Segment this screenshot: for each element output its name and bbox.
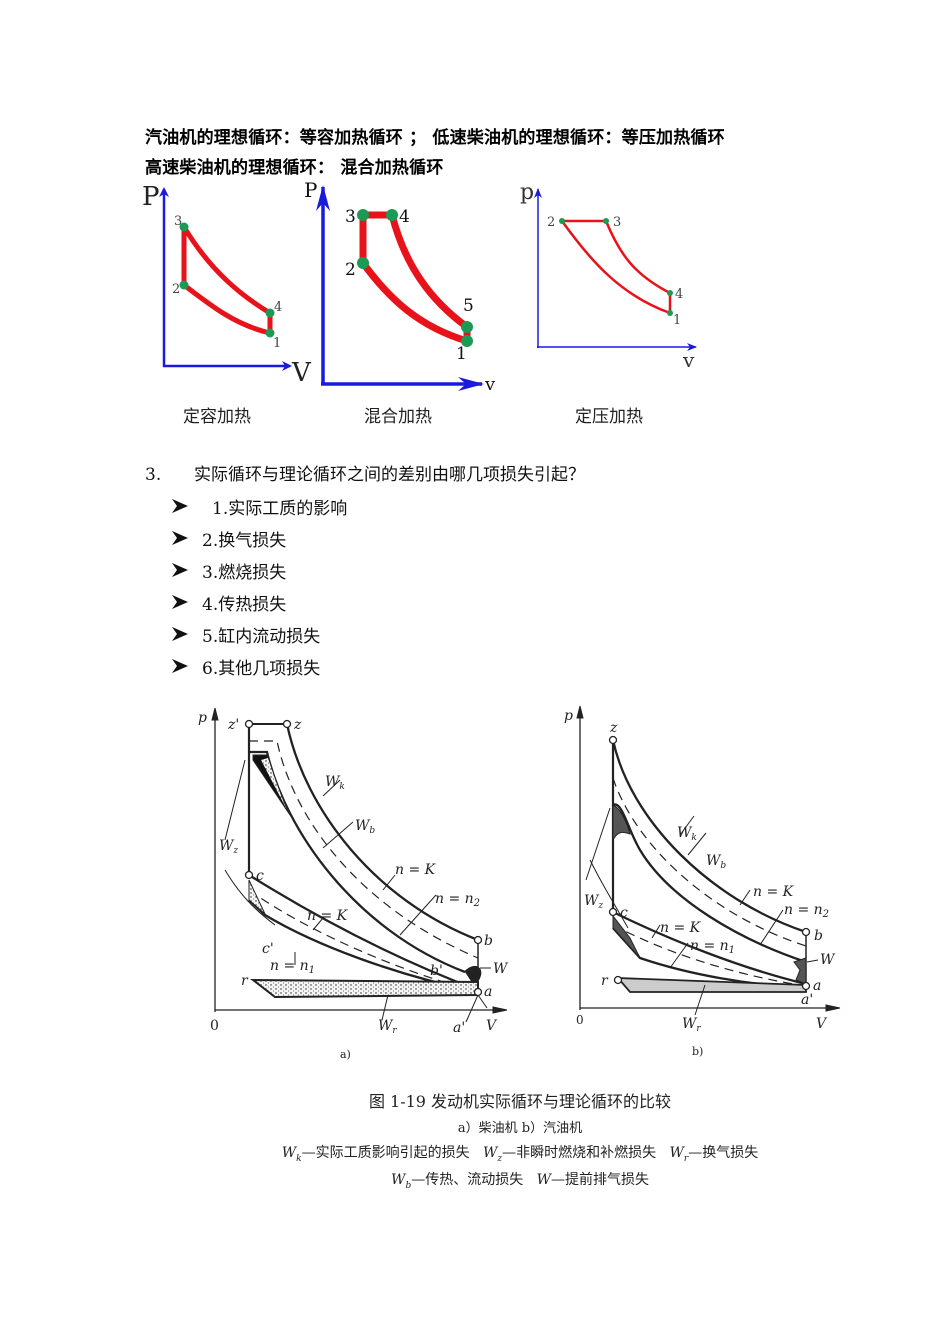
pv-diagram-constant-volume: P V 3 2 4 1 <box>142 182 312 388</box>
label-n-n2: n = n2 <box>435 891 480 909</box>
label-wk: Wk <box>325 774 345 792</box>
axes <box>316 185 484 391</box>
point-label-4: 4 <box>274 300 282 315</box>
label-n-k-upper: n = K <box>753 884 795 900</box>
origin-label: 0 <box>576 1013 584 1027</box>
figure-legend-line-1: Wk—实际工质影响引起的损失 Wz—非瞬时燃烧和补燃损失 Wr—换气损失 <box>281 1145 759 1164</box>
point-label-a-prime: a' <box>801 992 813 1008</box>
axis-label-v: V <box>486 1018 498 1034</box>
panel-label-a: a) <box>340 1048 351 1061</box>
point-label-1: 1 <box>673 313 681 328</box>
origin-label: 0 <box>210 1018 219 1034</box>
point-label-4: 4 <box>675 287 683 302</box>
axis-label-v: V <box>816 1016 828 1032</box>
point-label-2: 2 <box>345 260 356 280</box>
figure-panel-b-gasoline: p z c b a a' r 0 V Wk Wb Wz n = K n = n2… <box>564 705 841 1058</box>
label-n-k-lower: n = K <box>660 920 702 936</box>
axis-label-v: v <box>484 374 496 395</box>
label-n-n1: n = n1 <box>690 938 735 956</box>
axis-label-p: p <box>198 710 207 726</box>
pv-diagram-mixed: P v 3 4 2 5 1 <box>304 178 496 395</box>
cycle-path <box>359 211 471 345</box>
axis-label-v: v <box>682 348 695 372</box>
cycle-points <box>179 222 275 338</box>
point-label-3: 3 <box>345 207 356 227</box>
question-number: 3. <box>145 465 162 485</box>
label-wb: Wb <box>706 853 726 871</box>
axis-label-p: P <box>304 178 317 202</box>
arrowhead-bullet-icon <box>172 563 188 577</box>
list-item: 3.燃烧损失 <box>172 554 347 586</box>
point-label-a: a <box>813 978 821 994</box>
point-label-2: 2 <box>172 282 180 297</box>
label-wk: Wk <box>677 825 697 843</box>
arrowhead-bullet-icon <box>172 659 188 673</box>
label-wb: Wb <box>355 818 375 836</box>
caption-constant-pressure: 定压加热 <box>575 407 643 427</box>
label-wr: Wr <box>682 1016 701 1034</box>
point-label-c: c <box>256 868 264 884</box>
arrowhead-bullet-icon <box>172 499 188 513</box>
point-label-r: r <box>601 973 609 989</box>
point-label-b: b <box>814 928 823 944</box>
point-label-z: z <box>609 720 618 736</box>
point-label-c: c <box>620 905 628 921</box>
point-label-1: 1 <box>456 344 467 364</box>
axis-label-p: p <box>564 708 573 724</box>
point-label-5: 5 <box>463 296 474 316</box>
axes <box>534 188 697 351</box>
list-item: 2.换气损失 <box>172 522 347 554</box>
loss-list: 1.实际工质的影响 2.换气损失 3.燃烧损失 4.传热损失 5.缸内流动损失 … <box>172 490 347 682</box>
figure-title: 图 1-19 发动机实际循环与理论循环的比较 <box>368 1092 672 1111</box>
list-item: 6.其他几项损失 <box>172 650 347 682</box>
arrowhead-bullet-icon <box>172 595 188 609</box>
point-label-b: b <box>484 933 493 949</box>
point-label-4: 4 <box>399 207 410 227</box>
axis-label-p: P <box>142 182 160 212</box>
label-wz: Wz <box>219 838 238 856</box>
panel-label-b: b) <box>692 1045 703 1058</box>
point-label-1: 1 <box>273 336 281 351</box>
label-n-n1: n = n1 <box>270 958 315 976</box>
pv-diagram-constant-pressure: p v 2 3 4 1 <box>520 180 697 372</box>
label-w: W <box>820 952 836 968</box>
point-label-3: 3 <box>174 214 182 229</box>
point-label-2: 2 <box>547 215 555 230</box>
caption-mixed: 混合加热 <box>364 407 432 427</box>
cycle-points <box>559 218 673 316</box>
point-label-z: z <box>293 717 302 733</box>
label-n-k-upper: n = K <box>395 862 437 878</box>
figure-legend-line-2: Wb—传热、流动损失 W—提前排气损失 <box>391 1172 649 1191</box>
label-n-k-lower: n = K <box>307 908 349 924</box>
list-item: 4.传热损失 <box>172 586 347 618</box>
question-text: 实际循环与理论循环之间的差别由哪几项损失引起？ <box>194 465 586 485</box>
point-label-r: r <box>241 973 249 989</box>
cycle-path <box>560 219 672 315</box>
cycle-path <box>181 224 273 336</box>
axis-label-v: V <box>291 358 312 388</box>
caption-constant-volume: 定容加热 <box>183 407 251 427</box>
label-w: W <box>493 961 509 977</box>
point-label-a: a <box>484 984 492 1000</box>
question-3: 3. 实际循环与理论循环之间的差别由哪几项损失引起？ <box>145 460 585 485</box>
header-line-2: 高速柴油机的理想循环： 混合加热循环 <box>145 158 444 178</box>
cycle-points <box>357 209 473 347</box>
figure-subtitle: a）柴油机 b）汽油机 <box>457 1121 583 1136</box>
axis-label-p: p <box>520 180 534 205</box>
arrowhead-bullet-icon <box>172 531 188 545</box>
figure-panel-a-diesel: p z' z c c' b b' a a' r 0 V Wk Wb Wz n =… <box>198 707 509 1061</box>
point-label-c-prime: c' <box>262 941 274 957</box>
label-wz: Wz <box>584 893 603 911</box>
list-item: 5.缸内流动损失 <box>172 618 347 650</box>
axes <box>159 187 292 371</box>
arrowhead-bullet-icon <box>172 627 188 641</box>
label-n-n2: n = n2 <box>784 902 829 920</box>
point-label-b-prime: b' <box>430 963 443 979</box>
list-item: 1.实际工质的影响 <box>172 490 347 522</box>
point-label-3: 3 <box>613 215 621 230</box>
point-label-z-prime: z' <box>227 717 239 733</box>
label-wr: Wr <box>378 1018 397 1036</box>
header-line-1: 汽油机的理想循环：等容加热循环 ； 低速柴油机的理想循环：等压加热循环 <box>145 128 725 148</box>
point-label-a-prime: a' <box>453 1020 465 1036</box>
